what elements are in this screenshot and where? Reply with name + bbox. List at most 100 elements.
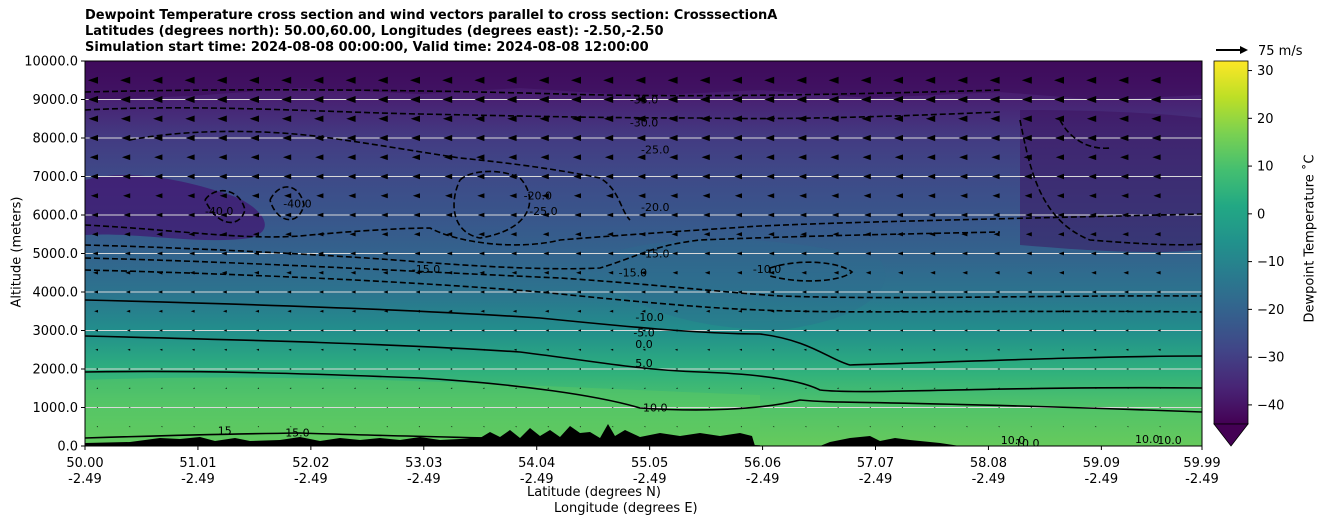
wind-vector [764, 115, 775, 123]
contour-lines [85, 89, 1202, 446]
wind-vector [676, 426, 678, 428]
wind-vector [1087, 134, 1097, 142]
x-tick-label-lat: 50.00 [66, 456, 103, 471]
wind-vector [94, 309, 98, 313]
wind-vector [318, 271, 324, 275]
wind-vector [610, 348, 614, 351]
wind-vector [352, 348, 356, 351]
y-tick-label: 5000.0 [33, 247, 79, 262]
wind-vector [767, 212, 775, 218]
contour-label: 5.0 [635, 357, 653, 370]
wind-vector [123, 212, 131, 218]
wind-vector [925, 115, 936, 123]
wind-vector [410, 76, 420, 84]
wind-vector [636, 115, 646, 123]
wind-vector [219, 193, 227, 199]
wind-vector [1094, 387, 1097, 389]
wind-vector [734, 193, 742, 199]
wind-vector [287, 329, 292, 332]
wind-vector [380, 193, 388, 199]
wind-vector [1030, 387, 1032, 389]
wind-vector [933, 426, 936, 428]
wind-vector [1157, 329, 1161, 332]
wind-vector [577, 329, 581, 332]
wind-vector [415, 290, 420, 294]
wind-vector [507, 134, 517, 142]
wind-vector [283, 173, 292, 180]
wind-vector [965, 368, 968, 370]
wind-vector [769, 271, 775, 275]
x-ticks: 50.00-2.4951.01-2.4952.02-2.4953.03-2.49… [66, 446, 1221, 487]
wind-vector [506, 96, 517, 103]
wind-vector [1119, 134, 1129, 142]
wind-vector [313, 76, 324, 84]
wind-vector [538, 76, 549, 84]
wind-vector [345, 76, 356, 84]
wind-vector [1124, 309, 1129, 313]
wind-vector [120, 76, 131, 84]
wind-vector [1091, 290, 1097, 294]
wind-vector [704, 251, 710, 256]
wind-vector [638, 212, 646, 218]
wind-vector [96, 406, 98, 409]
wind-vector [707, 348, 710, 351]
wind-vector [377, 96, 388, 103]
wind-vector [893, 76, 903, 84]
wind-vector [733, 154, 742, 161]
wind-vector [95, 348, 98, 351]
wind-vector [965, 426, 968, 428]
colorbar-tick-label: 10 [1257, 160, 1274, 175]
wind-vector [124, 232, 131, 237]
y-tick-label: 4000.0 [33, 286, 79, 301]
contour-label: -5.0 [633, 326, 654, 339]
wind-vector [191, 329, 195, 332]
wind-vector [285, 232, 292, 237]
wind-vector [92, 251, 98, 256]
wind-vector [189, 251, 195, 256]
wind-vector [482, 406, 485, 409]
wind-vector [186, 154, 195, 161]
wind-vector [643, 387, 646, 389]
x-tick-label-lon: -2.49 [181, 472, 215, 487]
wind-vector [640, 271, 646, 275]
wind-vector [411, 154, 420, 161]
wind-vector [319, 290, 324, 294]
wind-vector [901, 426, 903, 428]
wind-vector [863, 173, 871, 180]
wind-vector [1094, 406, 1097, 409]
wind-vector [1090, 251, 1097, 256]
wind-vector [157, 271, 163, 275]
wind-vector [732, 115, 742, 123]
wind-vector [1150, 76, 1161, 84]
wind-vector [514, 368, 517, 370]
wind-vector [547, 426, 549, 428]
wind-vector [1121, 193, 1129, 199]
wind-vector [866, 290, 871, 294]
wind-vector [864, 232, 871, 237]
y-tick-label: 9000.0 [33, 93, 79, 108]
wind-vector [353, 387, 356, 389]
contour-label: 10.0 [643, 401, 668, 414]
wind-vector [893, 96, 903, 103]
wind-vector [860, 76, 871, 84]
wind-vector [799, 193, 807, 199]
x-tick-label-lon: -2.49 [520, 472, 554, 487]
wind-vector [705, 290, 710, 294]
colorbar-tick-label: −20 [1257, 303, 1284, 318]
wind-vector [1029, 368, 1032, 370]
wind-vector [192, 387, 195, 389]
wind-vector [450, 387, 453, 389]
wind-vector [249, 96, 259, 103]
wind-vector [546, 348, 549, 351]
wind-vector [957, 76, 968, 84]
wind-vector [377, 76, 388, 84]
wind-vector [993, 232, 1000, 237]
wind-vector [1087, 154, 1097, 161]
contour-line-dashed [129, 130, 631, 221]
wind-vector [803, 348, 807, 351]
wind-vector [770, 309, 775, 313]
wind-vector [928, 212, 936, 218]
wind-vector [1025, 212, 1032, 218]
wind-vector [737, 290, 742, 294]
wind-vector [733, 134, 742, 142]
